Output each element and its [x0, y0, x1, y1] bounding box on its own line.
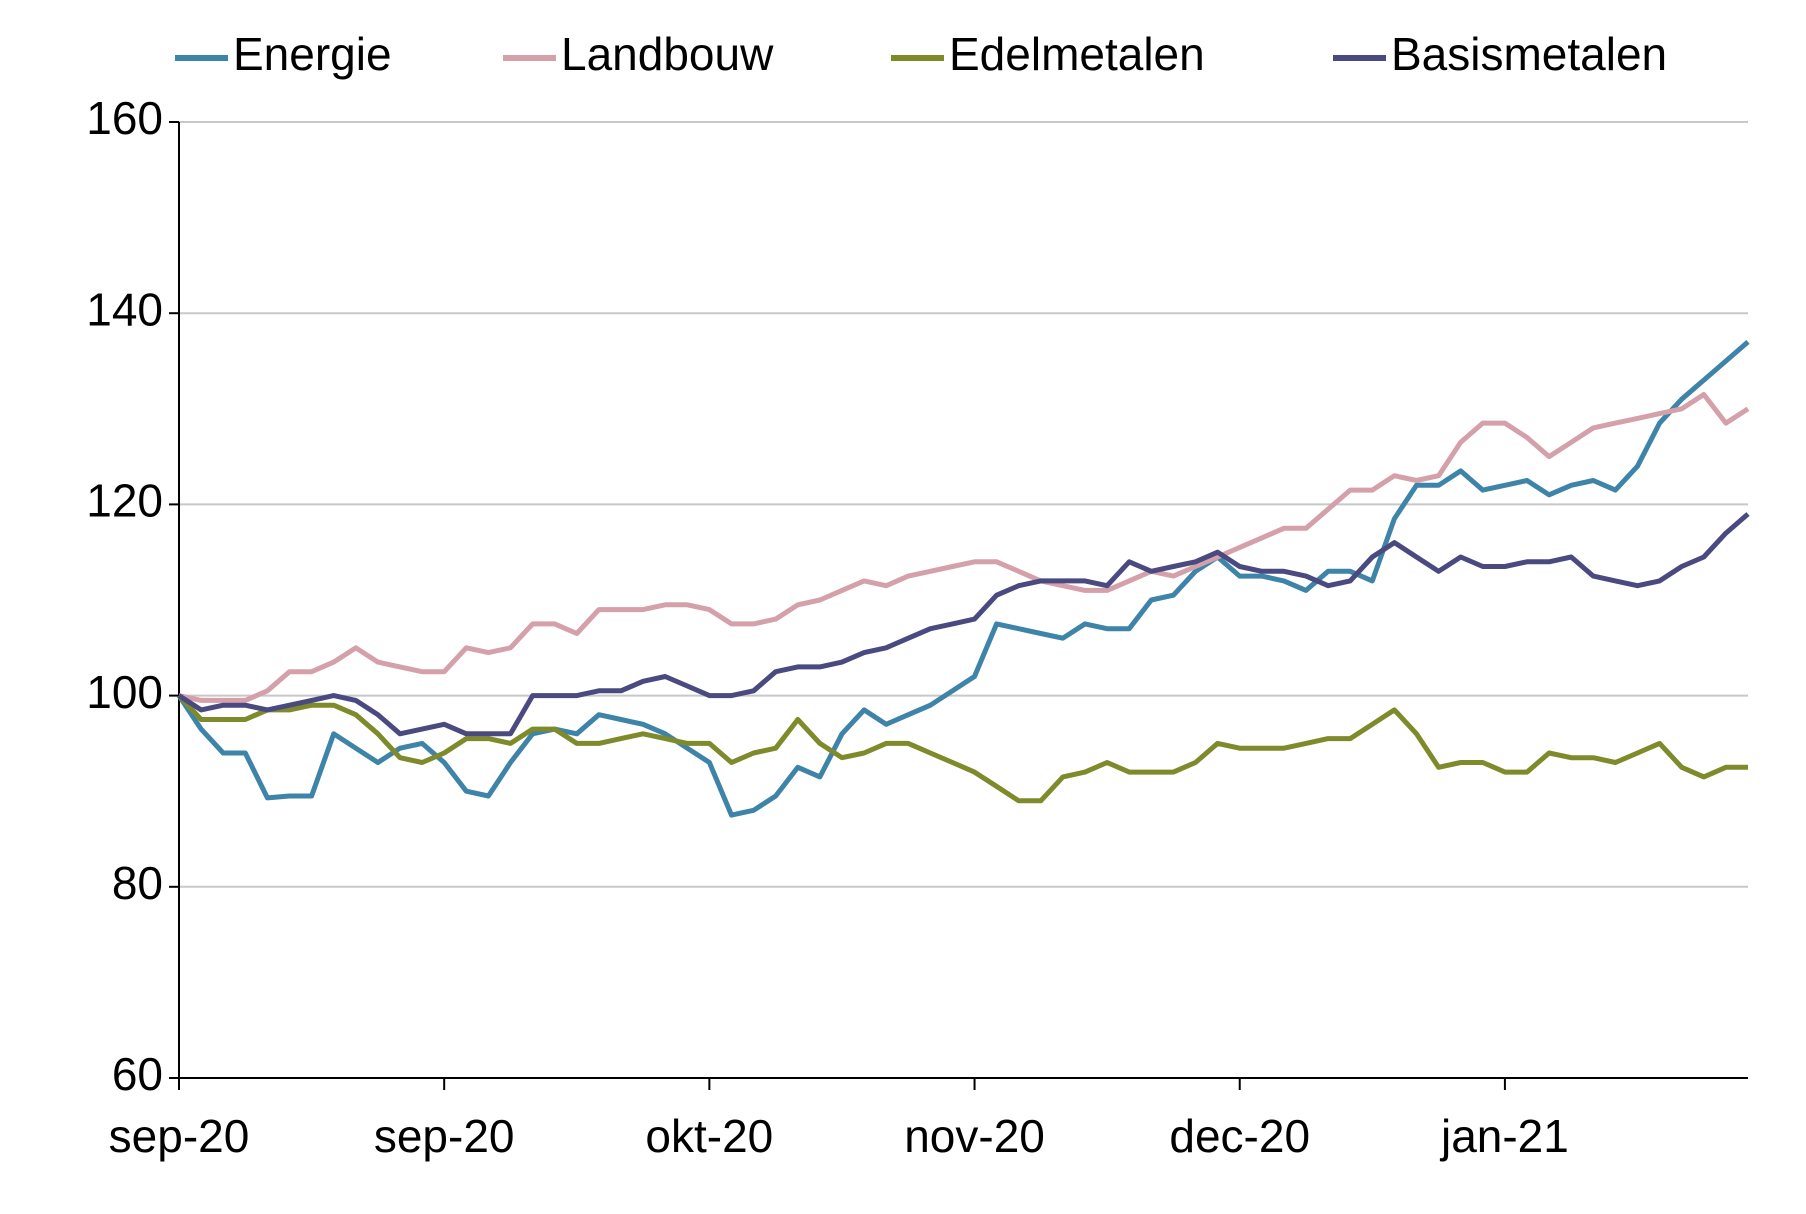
legend-label: Energie — [233, 28, 392, 80]
series-line — [177, 512, 1750, 737]
legend-label: Landbouw — [561, 28, 774, 80]
x-tick-label: sep-20 — [374, 1110, 515, 1162]
x-tick-label: dec-20 — [1169, 1110, 1310, 1162]
x-tick-label: okt-20 — [645, 1110, 773, 1162]
y-tick-label: 120 — [86, 475, 163, 527]
x-tick-label: sep-20 — [109, 1110, 250, 1162]
series-line — [176, 340, 1750, 818]
y-tick-label: 160 — [86, 92, 163, 144]
y-tick-label: 80 — [112, 857, 163, 909]
y-tick-label: 60 — [112, 1048, 163, 1100]
y-tick-label: 100 — [86, 666, 163, 718]
legend-label: Basismetalen — [1391, 28, 1667, 80]
x-tick-label: nov-20 — [904, 1110, 1045, 1162]
y-tick-label: 140 — [86, 283, 163, 335]
legend-label: Edelmetalen — [949, 28, 1205, 80]
series-line — [177, 693, 1748, 804]
x-tick-label: jan-21 — [1439, 1110, 1569, 1162]
series-line — [178, 392, 1750, 703]
